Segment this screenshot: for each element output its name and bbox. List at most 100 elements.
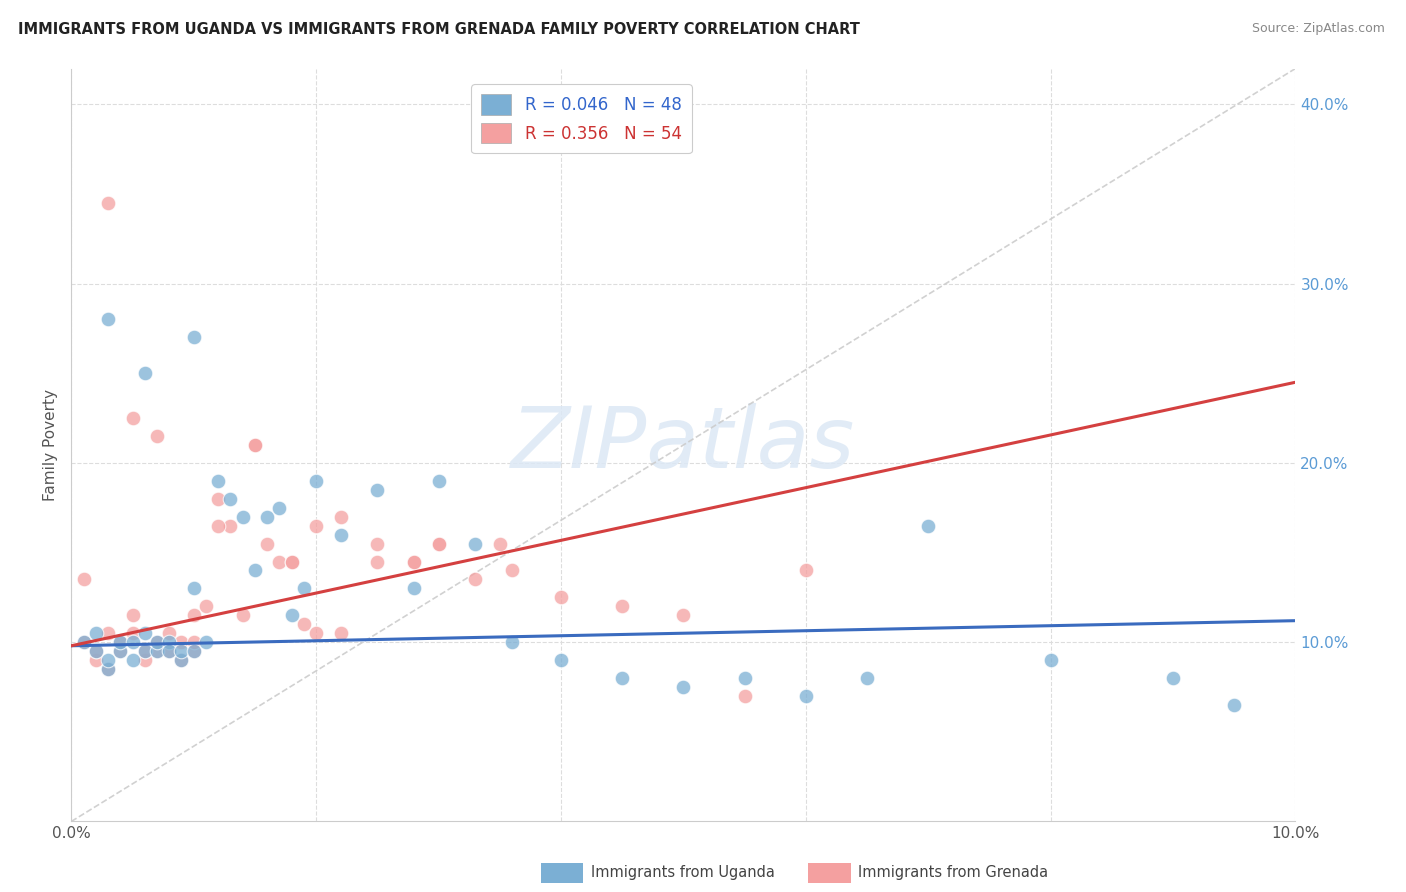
Point <box>280 555 302 569</box>
Point <box>207 474 229 488</box>
Point <box>72 635 94 649</box>
Point <box>243 438 266 452</box>
Point <box>734 689 756 703</box>
Point <box>917 518 939 533</box>
Point <box>427 536 450 550</box>
Point <box>84 653 107 667</box>
Point <box>97 653 120 667</box>
Point <box>404 555 426 569</box>
Point <box>134 366 156 380</box>
Point <box>280 555 302 569</box>
Text: Immigrants from Grenada: Immigrants from Grenada <box>858 865 1047 880</box>
Point <box>194 635 217 649</box>
Point <box>157 635 180 649</box>
Point <box>97 312 120 326</box>
Point <box>183 608 205 623</box>
Text: Source: ZipAtlas.com: Source: ZipAtlas.com <box>1251 22 1385 36</box>
Point <box>672 608 695 623</box>
Point <box>157 644 180 658</box>
Point <box>305 626 328 640</box>
Point <box>183 635 205 649</box>
Point <box>146 635 169 649</box>
Point <box>134 626 156 640</box>
Point <box>97 662 120 676</box>
Legend: R = 0.046   N = 48, R = 0.356   N = 54: R = 0.046 N = 48, R = 0.356 N = 54 <box>471 85 692 153</box>
Text: ZIPatlas: ZIPatlas <box>512 403 855 486</box>
Point <box>183 582 205 596</box>
Point <box>146 644 169 658</box>
Point <box>366 555 388 569</box>
Point <box>243 438 266 452</box>
Point <box>404 555 426 569</box>
Point <box>157 644 180 658</box>
Point <box>97 626 120 640</box>
Point <box>170 635 193 649</box>
Point <box>232 608 254 623</box>
Point <box>404 582 426 596</box>
Point <box>329 509 352 524</box>
Point <box>121 608 143 623</box>
Point <box>856 671 879 685</box>
Point <box>219 491 242 506</box>
Point <box>170 653 193 667</box>
Text: IMMIGRANTS FROM UGANDA VS IMMIGRANTS FROM GRENADA FAMILY POVERTY CORRELATION CHA: IMMIGRANTS FROM UGANDA VS IMMIGRANTS FRO… <box>18 22 860 37</box>
Point <box>1039 653 1062 667</box>
Point <box>464 573 486 587</box>
Point <box>550 653 572 667</box>
Point <box>121 653 143 667</box>
Point <box>134 644 156 658</box>
Point <box>427 536 450 550</box>
Point <box>110 635 132 649</box>
Point <box>329 626 352 640</box>
Point <box>134 653 156 667</box>
Point <box>501 635 523 649</box>
Point <box>157 626 180 640</box>
Point <box>501 564 523 578</box>
Point <box>183 644 205 658</box>
Point <box>243 564 266 578</box>
Point <box>207 518 229 533</box>
Point <box>734 671 756 685</box>
Point <box>121 635 143 649</box>
Point <box>110 644 132 658</box>
Point <box>1161 671 1184 685</box>
Point <box>219 518 242 533</box>
Point <box>146 644 169 658</box>
Point <box>1223 698 1246 712</box>
Point <box>269 555 291 569</box>
Point <box>305 518 328 533</box>
Point <box>464 536 486 550</box>
Point <box>366 536 388 550</box>
Point <box>121 411 143 425</box>
Point <box>256 536 278 550</box>
Point <box>207 491 229 506</box>
Point <box>366 483 388 497</box>
Point <box>427 474 450 488</box>
Point <box>110 644 132 658</box>
Point <box>488 536 510 550</box>
Point <box>292 617 315 632</box>
Point <box>146 635 169 649</box>
Point <box>121 626 143 640</box>
Point <box>183 644 205 658</box>
Point <box>84 644 107 658</box>
Point <box>97 662 120 676</box>
Point <box>256 509 278 524</box>
Point <box>794 689 817 703</box>
Point <box>269 500 291 515</box>
Point <box>72 573 94 587</box>
Point <box>612 599 634 614</box>
Point <box>146 429 169 443</box>
Point <box>612 671 634 685</box>
Y-axis label: Family Poverty: Family Poverty <box>44 389 58 501</box>
Point <box>84 626 107 640</box>
Point <box>672 680 695 694</box>
Point <box>305 474 328 488</box>
Point <box>170 644 193 658</box>
Point <box>97 196 120 211</box>
Point <box>550 591 572 605</box>
Point <box>194 599 217 614</box>
Point <box>232 509 254 524</box>
Point <box>84 644 107 658</box>
Point <box>794 564 817 578</box>
